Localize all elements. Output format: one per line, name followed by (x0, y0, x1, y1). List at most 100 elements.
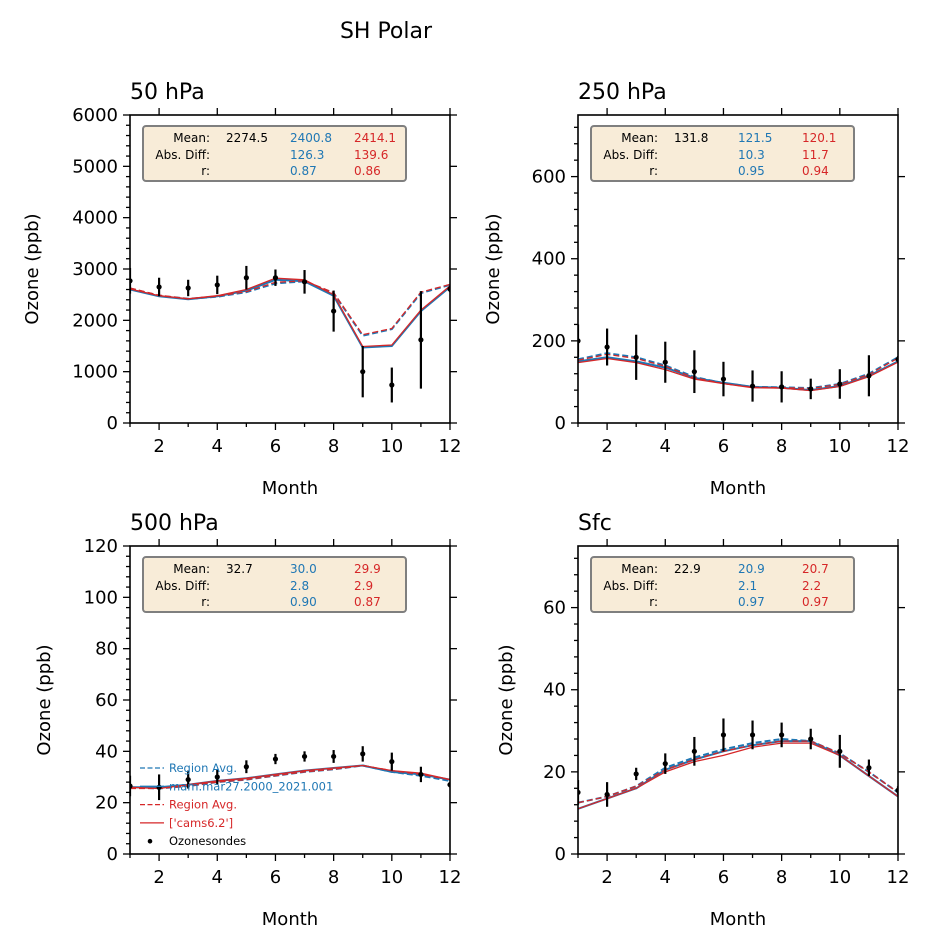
axes-frame (577, 545, 899, 855)
x-tick-label: 8 (776, 867, 787, 888)
stats-blue-value: 2.1 (738, 579, 757, 593)
x-tick-label: 6 (718, 436, 729, 457)
obs-point (243, 275, 249, 281)
legend-label: mam.mar27.2000_2021.001 (169, 779, 333, 793)
stats-red-value: 0.97 (802, 595, 829, 609)
y-tick-label: 60 (95, 690, 118, 711)
obs-point (418, 771, 424, 778)
obs-point (633, 771, 639, 777)
x-tick-label: 10 (380, 436, 403, 457)
x-tick-label: 8 (328, 436, 339, 457)
x-tick-label: 6 (718, 867, 729, 888)
y-tick-label: 0 (107, 844, 118, 865)
stats-blue-value: 2.8 (290, 579, 309, 593)
stats-label: Mean: (173, 562, 210, 576)
x-axis-label: Month (262, 478, 318, 499)
stats-label: r: (201, 595, 210, 609)
stats-blue-value: 126.3 (290, 148, 324, 162)
stats-box: Mean: Abs. Diff: r: 131.8 121.5 120.1 10.3 11.7… (590, 125, 855, 182)
x-tick-label: 12 (439, 436, 462, 457)
stats-blue-value: 0.95 (738, 164, 765, 178)
x-tick-label: 2 (601, 867, 612, 888)
stats-label: r: (649, 595, 658, 609)
x-tick-label: 10 (828, 436, 851, 457)
y-tick-label: 120 (84, 536, 118, 557)
obs-point (389, 759, 395, 765)
stats-blue-value: 2400.8 (290, 131, 332, 145)
series-line-red-solid (130, 764, 450, 790)
y-tick-label: 0 (107, 413, 118, 434)
obs-point (301, 279, 308, 285)
y-tick-label: 400 (532, 249, 566, 270)
legend-label: Region Avg. (169, 761, 237, 775)
series-line-red-dashed (578, 740, 898, 804)
stats-box-frame (590, 556, 855, 613)
legend: Region Avg. mam.mar27.2000_2021.001 Region… (140, 761, 333, 848)
obs-point (662, 761, 668, 767)
x-tick-label: 12 (439, 867, 462, 888)
obs-point (808, 736, 814, 742)
stats-red-value: 2.2 (802, 579, 821, 593)
obs-point (837, 748, 843, 754)
stats-box: Mean: Abs. Diff: r: 22.9 20.9 20.7 2.1 2.2 0.97 0… (590, 556, 855, 613)
x-tick-label: 10 (380, 867, 403, 888)
stats-blue-value: 121.5 (738, 131, 772, 145)
stats-blue-value: 30.0 (290, 562, 317, 576)
stats-red-value: 120.1 (802, 131, 836, 145)
obs-point (866, 373, 872, 379)
obs-point (633, 354, 639, 360)
y-tick-label: 20 (543, 762, 566, 783)
x-tick-label: 4 (212, 436, 223, 457)
panel-title: Sfc (578, 511, 612, 536)
stats-red-value: 20.7 (802, 562, 829, 576)
x-tick-label: 8 (776, 436, 787, 457)
series-line-red-solid (578, 357, 898, 392)
obs-point (691, 748, 697, 754)
stats-label: r: (201, 164, 210, 178)
obs-point (185, 776, 191, 783)
panel-250-hpa: 250 hPa Mean: Abs. Diff: r: 131.8 121.5 120.1 1… (483, 80, 909, 499)
plot-area (578, 324, 898, 403)
y-tick-label: 3000 (72, 259, 118, 280)
x-axis-label: Month (710, 909, 766, 930)
obs-point (272, 275, 279, 281)
stats-red-value: 11.7 (802, 148, 829, 162)
x-tick-label: 6 (270, 436, 281, 457)
obs-point (779, 384, 785, 390)
x-tick-label: 4 (212, 867, 223, 888)
legend-label: Region Avg. (169, 798, 237, 812)
obs-point (214, 282, 220, 288)
stats-red-value: 0.87 (354, 595, 381, 609)
obs-point (360, 751, 366, 757)
stats-blue-value: 10.3 (738, 148, 765, 162)
panel-title: 250 hPa (578, 80, 667, 105)
panel-500-hpa: 500 hPa Mean: Abs. Diff: r: 32.7 30.0 29.9 2.8 2… (34, 511, 461, 930)
y-tick-label: 600 (532, 167, 566, 188)
obs-point (749, 383, 756, 389)
x-axis-label: Month (710, 478, 766, 499)
y-tick-label: 1000 (72, 362, 118, 383)
obs-point (604, 791, 610, 798)
stats-obs-mean: 2274.5 (226, 131, 268, 145)
panel-title: 50 hPa (130, 80, 205, 105)
axes-frame (577, 114, 899, 424)
stats-blue-value: 0.90 (290, 595, 317, 609)
obs-point (214, 774, 220, 780)
stats-label: Abs. Diff: (603, 579, 658, 593)
obs-point (301, 753, 308, 760)
y-tick-label: 2000 (72, 310, 118, 331)
stats-red-value: 0.94 (802, 164, 829, 178)
obs-point (156, 284, 162, 290)
stats-blue-value: 0.97 (738, 595, 765, 609)
stats-obs-mean: 32.7 (226, 562, 253, 576)
y-tick-label: 0 (555, 413, 566, 434)
panel-sfc: Sfc Mean: Abs. Diff: r: 22.9 20.9 20.7 2.1 2.2 0.… (496, 511, 909, 930)
stats-red-value: 0.86 (354, 164, 381, 178)
x-tick-label: 2 (153, 436, 164, 457)
obs-point (604, 344, 610, 350)
legend-marker-dot (147, 838, 153, 844)
stats-label: Mean: (621, 131, 658, 145)
series-line-red-dashed (130, 280, 450, 336)
y-tick-label: 5000 (72, 156, 118, 177)
series-line-red-solid (130, 277, 450, 348)
